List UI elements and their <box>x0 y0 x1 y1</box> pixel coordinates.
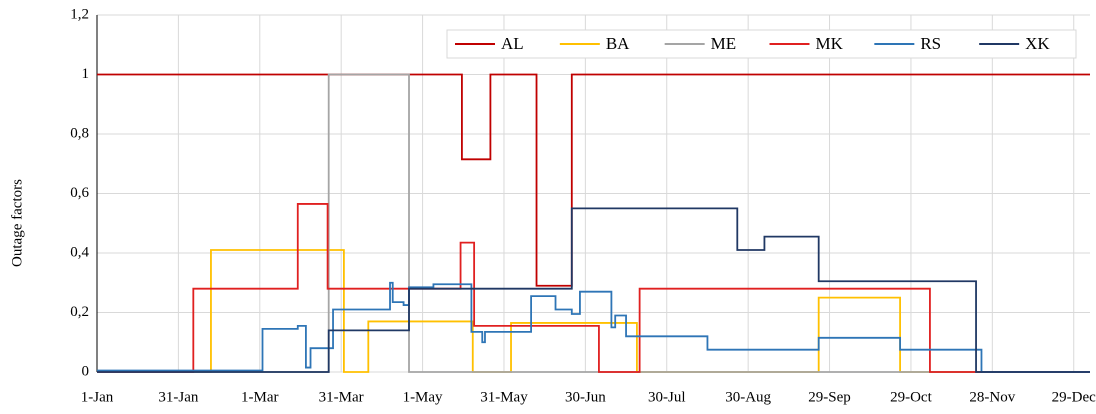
legend-label: XK <box>1025 34 1050 53</box>
x-tick-label: 31-Jan <box>158 389 198 405</box>
series-line <box>97 73 1090 287</box>
y-axis-label: Outage factors <box>9 179 25 267</box>
x-tick-label: 29-Dec <box>1052 389 1096 405</box>
x-tick-label: 31-May <box>480 389 528 405</box>
x-tick-label: 28-Nov <box>969 389 1015 405</box>
series-line <box>97 207 1090 373</box>
y-tick-label: 0,6 <box>70 185 89 201</box>
y-tick-label: 0,2 <box>70 304 89 320</box>
x-tick-label: 1-Mar <box>241 389 279 405</box>
x-tick-label: 1-Jan <box>81 389 114 405</box>
y-tick-label: 0,8 <box>70 125 89 141</box>
y-tick-label: 0 <box>82 363 90 379</box>
x-tick-label: 30-Jul <box>648 389 686 405</box>
series-line <box>97 203 1090 373</box>
x-tick-label: 29-Sep <box>808 389 851 405</box>
x-tick-label: 1-May <box>403 389 443 405</box>
legend-label: RS <box>920 34 941 53</box>
x-tick-label: 31-Mar <box>319 389 364 405</box>
y-tick-label: 1,2 <box>70 6 89 22</box>
x-tick-label: 30-Aug <box>725 389 771 405</box>
series-line <box>97 249 1090 373</box>
legend-label: ME <box>711 34 737 53</box>
y-tick-label: 0,4 <box>70 244 89 260</box>
x-tick-label: 29-Oct <box>890 389 932 405</box>
legend-label: MK <box>816 34 844 53</box>
series-line <box>97 281 1090 373</box>
x-tick-label: 30-Jun <box>565 389 606 405</box>
series-line <box>97 73 1090 373</box>
legend-box <box>446 29 1077 59</box>
legend-label: AL <box>501 34 524 53</box>
legend-label: BA <box>606 34 630 53</box>
y-tick-label: 1 <box>82 66 90 82</box>
